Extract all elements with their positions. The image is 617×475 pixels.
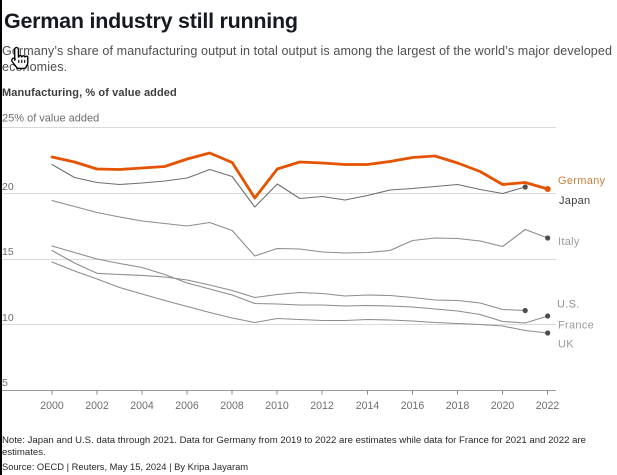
svg-text:2002: 2002 (85, 400, 109, 412)
svg-text:UK: UK (558, 339, 574, 351)
svg-text:2010: 2010 (265, 400, 289, 412)
svg-text:2016: 2016 (401, 400, 425, 412)
svg-text:2018: 2018 (446, 400, 470, 412)
svg-text:France: France (558, 320, 594, 332)
svg-text:15: 15 (2, 246, 14, 258)
svg-text:10: 10 (2, 312, 14, 324)
svg-text:2004: 2004 (130, 400, 154, 412)
svg-text:Italy: Italy (558, 236, 580, 248)
svg-text:2022: 2022 (536, 400, 560, 412)
svg-text:2020: 2020 (491, 400, 515, 412)
svg-text:2014: 2014 (356, 400, 380, 412)
svg-text:2012: 2012 (310, 400, 334, 412)
svg-text:2000: 2000 (40, 400, 64, 412)
svg-text:25% of value added: 25% of value added (2, 113, 99, 125)
svg-text:Germany: Germany (558, 175, 606, 187)
svg-text:Japan: Japan (559, 195, 590, 207)
svg-text:2008: 2008 (220, 400, 244, 412)
svg-text:5: 5 (2, 377, 8, 389)
svg-text:2006: 2006 (175, 400, 199, 412)
svg-text:U.S.: U.S. (557, 299, 580, 311)
svg-text:20: 20 (2, 181, 14, 193)
